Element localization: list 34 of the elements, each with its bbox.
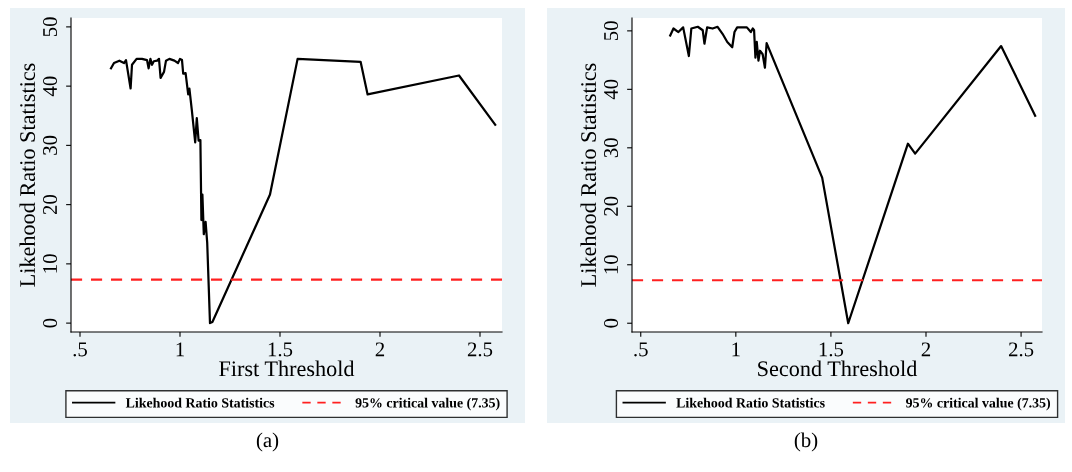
- y-tick-label: 0: [603, 318, 619, 328]
- y-axis-title: Likehood Ratio Statistics: [580, 63, 597, 287]
- x-tick-label: .5: [73, 342, 87, 357]
- y-tick-label: 50: [42, 17, 58, 37]
- x-tick-label: 2: [921, 342, 931, 357]
- x-tick-label: .5: [634, 342, 648, 357]
- y-axis-title: Likehood Ratio Statistics: [19, 63, 36, 287]
- y-tick-label: 30: [42, 135, 58, 155]
- legend-label: 95% critical value (7.35): [355, 397, 500, 411]
- line-series: [109, 57, 497, 325]
- y-tick-label: 10: [603, 255, 619, 274]
- x-tick-label: 1: [176, 342, 184, 357]
- y-tick-label: 40: [603, 79, 619, 100]
- x-tick-label: 1.5: [268, 342, 293, 357]
- y-tick-label: 10: [42, 254, 58, 273]
- x-axis-title: Second Threshold: [758, 360, 918, 377]
- x-axis-title: First Threshold: [219, 360, 355, 377]
- y-tick-label: 20: [603, 196, 619, 216]
- y-tick-label: 50: [603, 21, 619, 41]
- y-tick-label: 20: [42, 195, 58, 215]
- y-tick-label: 30: [603, 138, 619, 158]
- x-tick-label: 2: [375, 342, 385, 357]
- x-tick-label: 1: [732, 342, 740, 357]
- x-tick-label: 2.5: [467, 342, 493, 357]
- text: (a): [256, 432, 279, 452]
- y-tick-label: 40: [42, 76, 58, 97]
- legend-label: Likehood Ratio Statistics: [125, 397, 275, 408]
- legend-label: Likehood Ratio Statistics: [676, 397, 825, 408]
- y-tick-label: 0: [42, 318, 58, 328]
- x-tick-label: 2.5: [1008, 342, 1034, 357]
- text: (b): [794, 432, 818, 452]
- x-tick-label: 1.5: [819, 342, 844, 357]
- legend-label: 95% critical value (7.35): [906, 397, 1051, 411]
- line-series: [669, 25, 1037, 325]
